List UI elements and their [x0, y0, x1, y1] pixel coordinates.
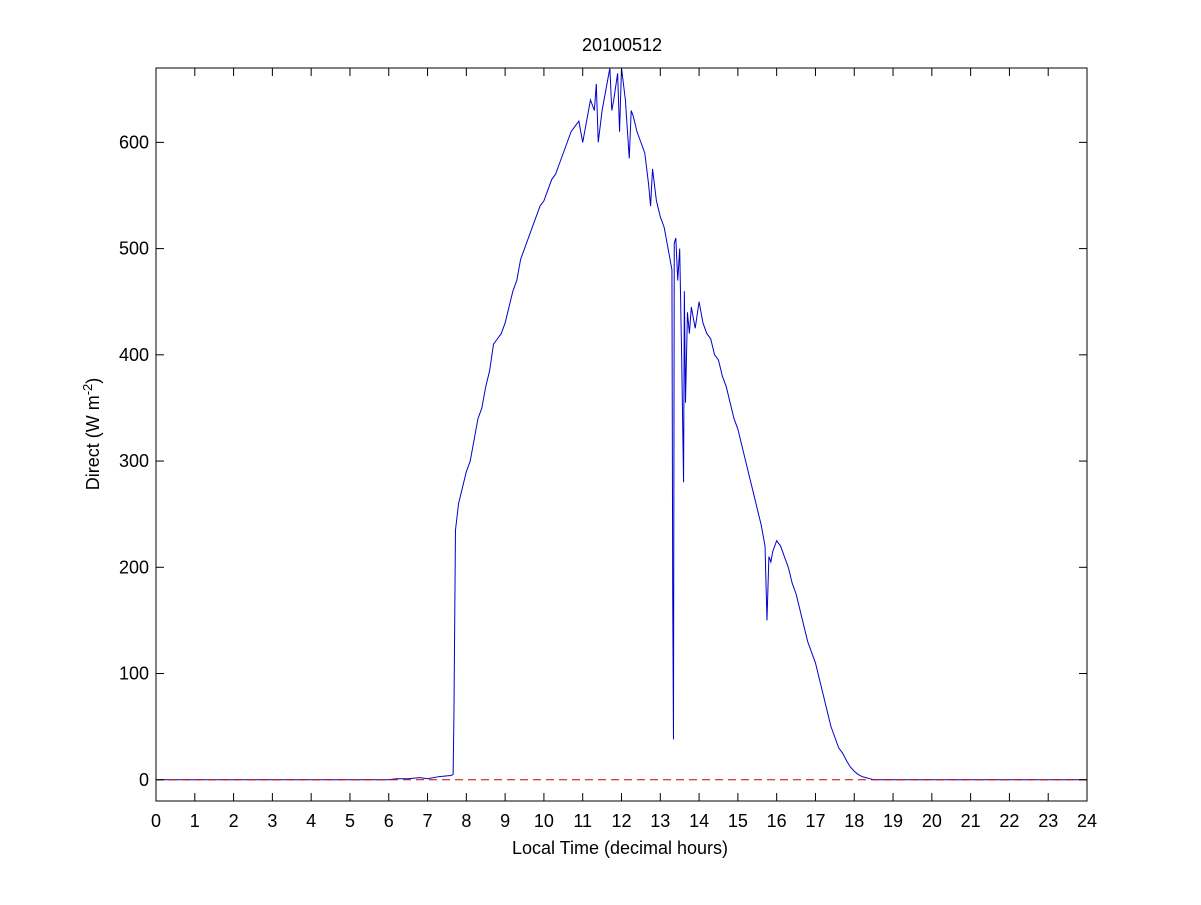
y-axis-label-base: Direct (W m	[83, 395, 103, 490]
y-axis-label-tail: )	[83, 378, 103, 384]
x-tick-label: 17	[805, 811, 825, 831]
x-tick-label: 18	[844, 811, 864, 831]
y-tick-label: 600	[119, 132, 149, 152]
x-tick-label: 8	[461, 811, 471, 831]
x-tick-label: 19	[883, 811, 903, 831]
y-tick-label: 500	[119, 239, 149, 259]
y-axis-label-superscript: -2	[80, 384, 95, 396]
x-tick-label: 13	[650, 811, 670, 831]
x-tick-label: 20	[922, 811, 942, 831]
plot-area	[155, 67, 1088, 802]
x-tick-label: 2	[229, 811, 239, 831]
x-tick-label: 4	[306, 811, 316, 831]
x-tick-label: 7	[423, 811, 433, 831]
chart-title: 20100512	[582, 35, 662, 55]
x-tick-label: 15	[728, 811, 748, 831]
axes-box	[155, 67, 1088, 802]
x-tick-label: 22	[999, 811, 1019, 831]
series-layer	[156, 67, 1087, 781]
y-tick-label: 400	[119, 345, 149, 365]
y-tick-label: 200	[119, 557, 149, 577]
x-tick-label: 16	[767, 811, 787, 831]
y-axis-ticks: 0 100 200 300 400 500 600	[119, 132, 1087, 790]
x-tick-label: 3	[267, 811, 277, 831]
y-tick-label: 0	[139, 770, 149, 790]
x-tick-label: 6	[384, 811, 394, 831]
y-tick-label: 300	[119, 451, 149, 471]
direct-irradiance-line	[156, 67, 1087, 781]
x-tick-label: 21	[961, 811, 981, 831]
x-tick-label: 9	[500, 811, 510, 831]
x-tick-label: 0	[151, 811, 161, 831]
y-tick-label: 100	[119, 664, 149, 684]
x-tick-label: 12	[611, 811, 631, 831]
x-tick-label: 11	[573, 811, 592, 831]
x-tick-label: 5	[345, 811, 355, 831]
x-tick-label: 1	[190, 811, 200, 831]
x-axis-ticks: 0 1 2 3 4 5 6 7 8 9 10 11 12 13 14 15 16 17 18 19 20 21 22 23 24	[151, 68, 1097, 831]
x-tick-label: 23	[1038, 811, 1058, 831]
x-axis-label: Local Time (decimal hours)	[512, 838, 728, 858]
y-axis-label: Direct (W m-2)	[80, 378, 103, 491]
x-tick-label: 10	[534, 811, 554, 831]
x-tick-label: 14	[689, 811, 709, 831]
x-tick-label: 24	[1077, 811, 1097, 831]
